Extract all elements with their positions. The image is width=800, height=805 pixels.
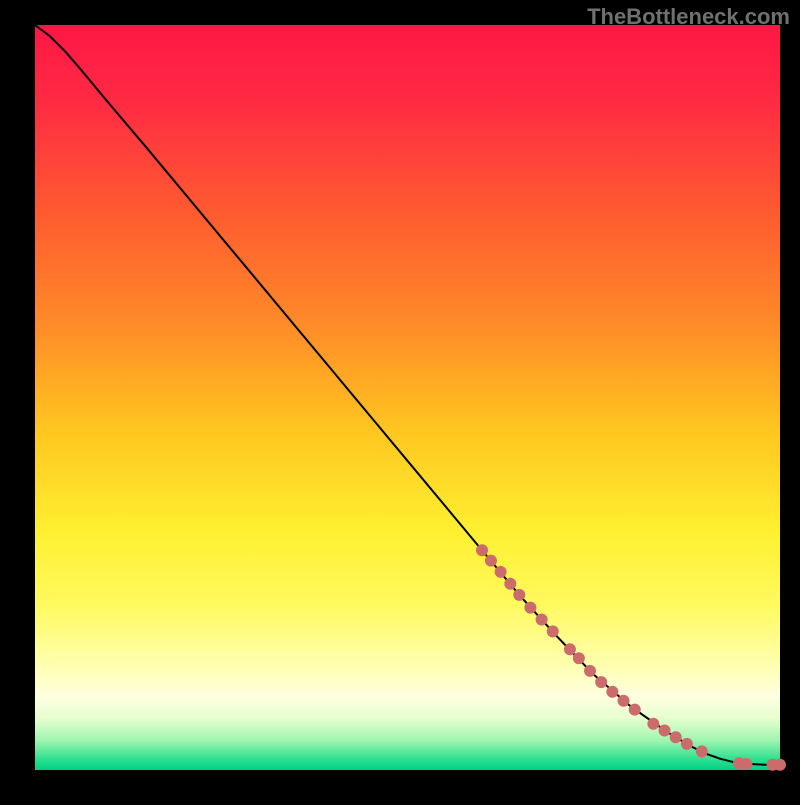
- data-marker: [504, 578, 516, 590]
- data-marker: [659, 725, 671, 737]
- data-marker: [495, 566, 507, 578]
- data-marker: [774, 759, 786, 771]
- data-marker: [606, 686, 618, 698]
- chart-svg: [0, 0, 800, 800]
- data-marker: [584, 665, 596, 677]
- data-marker: [573, 652, 585, 664]
- data-marker: [547, 625, 559, 637]
- watermark-text: TheBottleneck.com: [587, 4, 790, 30]
- data-marker: [476, 544, 488, 556]
- data-marker: [513, 589, 525, 601]
- data-marker: [524, 602, 536, 614]
- data-marker: [629, 704, 641, 716]
- data-marker: [647, 718, 659, 730]
- chart-container: [0, 0, 800, 800]
- data-marker: [670, 731, 682, 743]
- data-marker: [595, 676, 607, 688]
- data-marker: [485, 555, 497, 567]
- data-marker: [696, 745, 708, 757]
- data-marker: [536, 614, 548, 626]
- plot-gradient-background: [35, 25, 780, 770]
- data-marker: [564, 643, 576, 655]
- data-marker: [681, 738, 693, 750]
- data-marker: [740, 758, 752, 770]
- data-marker: [618, 695, 630, 707]
